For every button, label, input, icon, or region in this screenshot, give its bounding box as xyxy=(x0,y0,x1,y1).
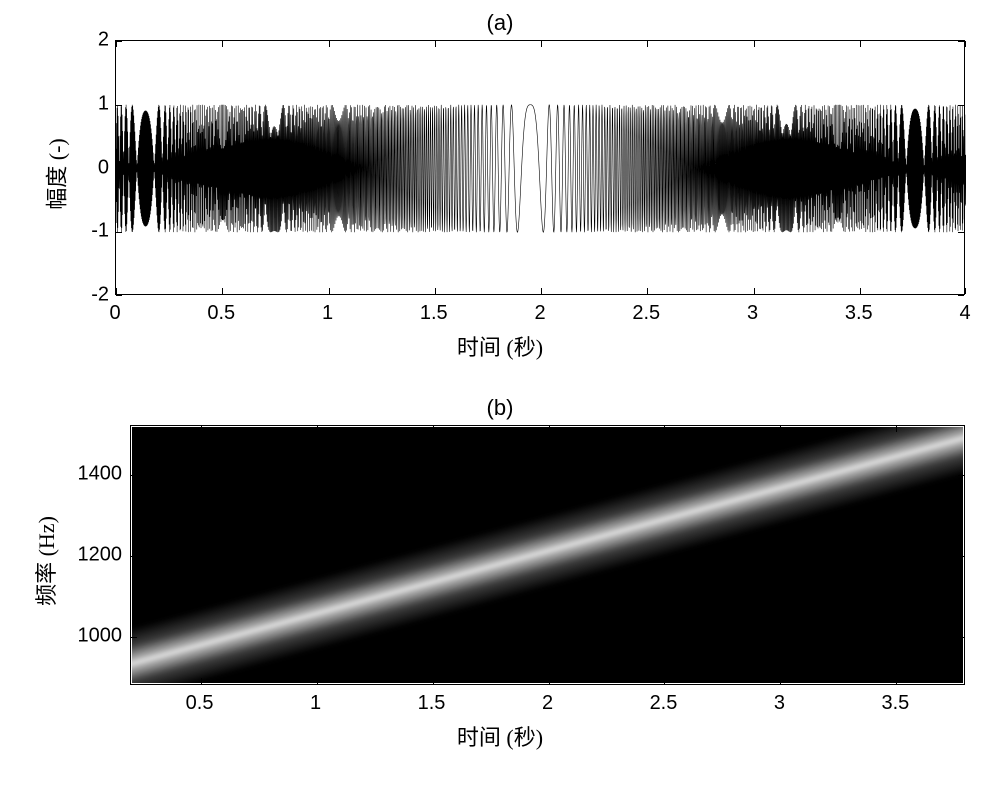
panel-b-xtick: 3 xyxy=(774,692,785,715)
panel-a-title: (a) xyxy=(487,10,514,36)
panel-a-xtick: 1.5 xyxy=(420,302,448,325)
panel-a-xtick: 2 xyxy=(534,302,545,325)
panel-b: (b) 1400 xyxy=(10,395,990,775)
panel-b-title: (b) xyxy=(487,395,514,421)
panel-b-ytick: 1400 xyxy=(72,462,122,485)
panel-a-waveform xyxy=(116,41,966,296)
panel-b-ytick: 1200 xyxy=(72,544,122,567)
panel-b-xtick: 3.5 xyxy=(882,692,910,715)
panel-a-ytick: 1 xyxy=(85,92,109,115)
panel-b-xtick: 1 xyxy=(310,692,321,715)
panel-a-ytick: 2 xyxy=(85,29,109,52)
panel-a-axes xyxy=(115,40,965,295)
chirp-ridge xyxy=(132,427,963,683)
panel-a-ytick: -1 xyxy=(80,220,109,243)
panel-a-xlabel: 时间 (秒) xyxy=(457,330,543,362)
panel-b-xtick: 2 xyxy=(542,692,553,715)
panel-a-xtick: 4 xyxy=(959,302,970,325)
panel-b-xtick: 1.5 xyxy=(418,692,446,715)
panel-a-xtick: 1 xyxy=(322,302,333,325)
panel-a-xtick: 3 xyxy=(747,302,758,325)
panel-a-ytick: 0 xyxy=(85,156,109,179)
figure-root: (a) xyxy=(10,10,990,784)
panel-a-xtick: 0.5 xyxy=(207,302,235,325)
panel-b-xtick: 0.5 xyxy=(186,692,214,715)
panel-a: (a) xyxy=(10,10,990,380)
panel-b-xtick: 2.5 xyxy=(650,692,678,715)
panel-a-xtick: 0 xyxy=(109,302,120,325)
panel-b-spectrogram xyxy=(132,427,963,683)
panel-a-xtick: 2.5 xyxy=(632,302,660,325)
panel-b-ytick: 1000 xyxy=(72,625,122,648)
panel-a-ytick: -2 xyxy=(80,284,109,307)
panel-b-axes xyxy=(130,425,965,685)
panel-b-ylabel: 频率 (Hz) xyxy=(29,516,61,606)
panel-b-xlabel: 时间 (秒) xyxy=(457,720,543,752)
panel-a-xtick: 3.5 xyxy=(845,302,873,325)
panel-a-ylabel: 幅度 (-) xyxy=(40,138,72,209)
